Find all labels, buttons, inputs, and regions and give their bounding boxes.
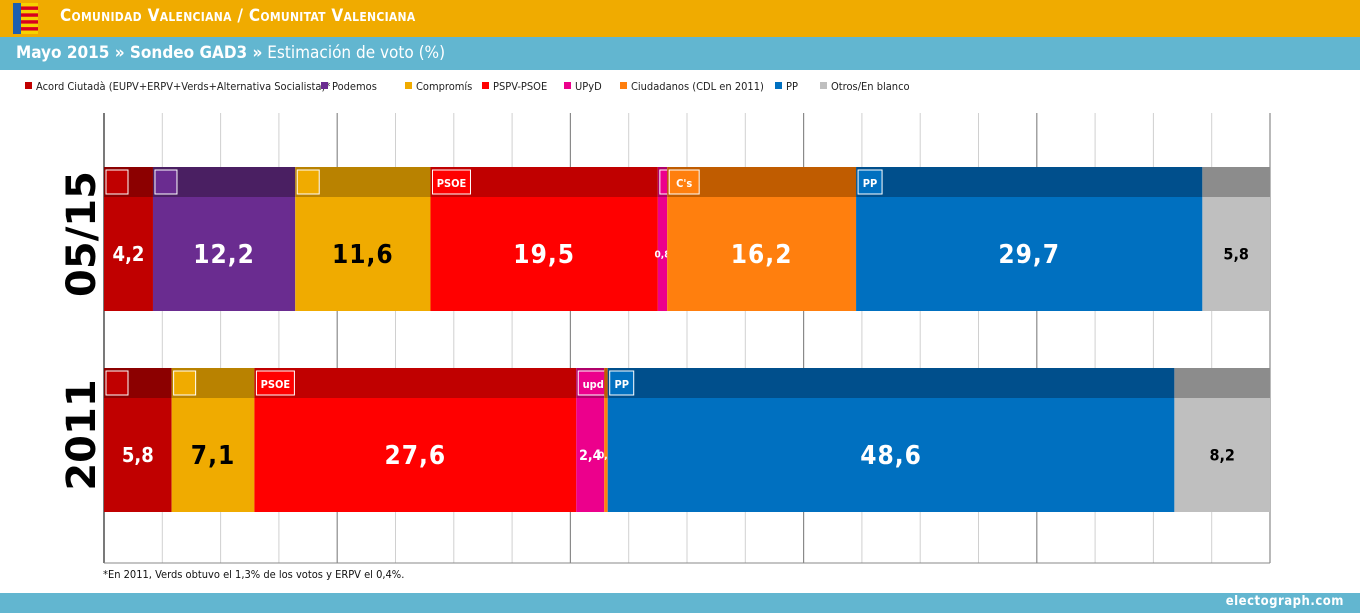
legend-label: Ciudadanos (CDL en 2011) bbox=[631, 80, 764, 93]
legend-label: Acord Ciutadà (EUPV+ERPV+Verds+Alternati… bbox=[36, 80, 331, 93]
subtitle-poll: Mayo 2015 » Sondeo GAD3 » bbox=[16, 43, 263, 63]
bar-segment bbox=[295, 197, 431, 311]
legend-entry: PP bbox=[775, 80, 798, 93]
legend-swatch bbox=[405, 82, 412, 89]
logo-text: upd bbox=[583, 378, 604, 391]
cs-logo bbox=[668, 169, 700, 195]
value-label: 4,2 bbox=[113, 242, 145, 266]
flag-stripe bbox=[21, 3, 38, 7]
bar-segment bbox=[104, 398, 172, 512]
bar-segment bbox=[576, 398, 605, 512]
flag-stripe bbox=[21, 9, 38, 14]
legend-label: PP bbox=[786, 80, 798, 93]
flag-stripe bbox=[21, 6, 38, 11]
legend-entry: Podemos bbox=[321, 80, 377, 93]
legend-entry: PSPV-PSOE bbox=[482, 80, 547, 93]
value-label: 7,1 bbox=[191, 441, 235, 471]
compromis-logo bbox=[173, 370, 197, 396]
valencia-flag-icon bbox=[13, 3, 38, 34]
legend-entry: Otros/En blanco bbox=[820, 80, 910, 93]
flag-stripe bbox=[21, 23, 38, 28]
legend-swatch bbox=[564, 82, 571, 89]
psoe-logo bbox=[255, 370, 295, 396]
value-label: 0,3 bbox=[598, 451, 614, 462]
value-label: 2,4 bbox=[579, 448, 602, 464]
legend-entry: Ciudadanos (CDL en 2011) bbox=[620, 80, 764, 93]
bar-segment bbox=[604, 398, 608, 512]
bar-header-segment bbox=[607, 368, 1175, 398]
legend-entry: UPyD bbox=[564, 80, 602, 93]
bar-segment bbox=[1202, 197, 1270, 311]
flag-stripe bbox=[21, 20, 38, 24]
chart-subtitle: Mayo 2015 » Sondeo GAD3 » Estimación de … bbox=[16, 43, 445, 63]
legend-swatch bbox=[820, 82, 827, 89]
footer-bar bbox=[0, 593, 1360, 613]
bar-header-segment bbox=[254, 368, 577, 398]
bar-segment bbox=[607, 398, 1175, 512]
pp-logo bbox=[857, 169, 883, 195]
logo-text: PSOE bbox=[437, 177, 467, 190]
bar-header-segment bbox=[1202, 167, 1270, 197]
value-label: 8,2 bbox=[1209, 446, 1235, 465]
subtitle-bar bbox=[0, 37, 1360, 70]
value-label: 0,8 bbox=[655, 250, 671, 261]
row-label: 05/15 bbox=[59, 171, 105, 297]
legend-label: PSPV-PSOE bbox=[493, 80, 548, 93]
bar-segment bbox=[856, 197, 1203, 311]
bar-header-segment bbox=[604, 368, 608, 398]
value-label: 5,8 bbox=[122, 443, 154, 467]
eu-logo bbox=[105, 169, 129, 195]
legend-entry: Acord Ciutadà (EUPV+ERPV+Verds+Alternati… bbox=[25, 80, 330, 93]
eu-logo bbox=[105, 370, 129, 396]
chart-footnote: *En 2011, Verds obtuvo el 1,3% de los vo… bbox=[103, 568, 405, 581]
bar-header-segment bbox=[856, 167, 1203, 197]
logo-text: PSOE bbox=[261, 378, 291, 391]
logo-text: C's bbox=[676, 177, 692, 190]
bar-segment bbox=[152, 197, 296, 311]
legend-swatch bbox=[25, 82, 32, 89]
legend-swatch bbox=[321, 82, 328, 89]
legend-label: Otros/En blanco bbox=[831, 80, 910, 93]
row-label: 2011 bbox=[59, 379, 105, 490]
psoe-logo bbox=[431, 169, 471, 195]
value-label: 16,2 bbox=[731, 240, 793, 270]
legend-entry: Compromís bbox=[405, 80, 472, 93]
bar-segment bbox=[1174, 398, 1270, 512]
value-label: 29,7 bbox=[998, 240, 1060, 270]
brand-label: electograph.com bbox=[1225, 594, 1344, 609]
flag-stripe bbox=[21, 16, 38, 21]
bar-segment bbox=[430, 197, 658, 311]
region-title: Comunidad Valenciana / Comunitat Valenci… bbox=[60, 6, 416, 26]
bar-segment bbox=[657, 197, 668, 311]
legend-swatch bbox=[775, 82, 782, 89]
upyd-logo bbox=[577, 370, 609, 396]
legend-label: Compromís bbox=[416, 80, 473, 93]
logo-text: PP bbox=[614, 378, 629, 391]
legend-label: Podemos bbox=[332, 80, 377, 93]
legend-swatch bbox=[620, 82, 627, 89]
bar-segment bbox=[667, 197, 857, 311]
bar-header-segment bbox=[1174, 368, 1270, 398]
flag-stripe bbox=[21, 27, 38, 31]
value-label: 48,6 bbox=[860, 441, 922, 471]
flag-stripe bbox=[21, 13, 38, 17]
compromis-logo bbox=[296, 169, 320, 195]
value-label: 5,8 bbox=[1223, 245, 1249, 264]
value-label: 27,6 bbox=[384, 441, 446, 471]
value-label: 12,2 bbox=[193, 240, 255, 270]
stacked-bar-chart: 05/15 4,2 12,2 11,6 PSOE 19,5 0,8 C's 16,2 PP 29,7… bbox=[59, 113, 1271, 564]
subtitle-measure: Estimación de voto (%) bbox=[267, 43, 446, 63]
value-label: 11,6 bbox=[332, 240, 394, 270]
logo-text: PP bbox=[863, 177, 878, 190]
podemos-logo bbox=[154, 169, 178, 195]
legend-label: UPyD bbox=[575, 80, 602, 93]
header-bar bbox=[0, 0, 1360, 37]
flag-stripe bbox=[21, 30, 38, 34]
value-label: 19,5 bbox=[513, 240, 575, 270]
bar-segment bbox=[254, 398, 577, 512]
legend-swatch bbox=[482, 82, 489, 89]
bar-segment bbox=[171, 398, 255, 512]
bar-segment bbox=[104, 197, 153, 311]
pp-logo bbox=[609, 370, 635, 396]
